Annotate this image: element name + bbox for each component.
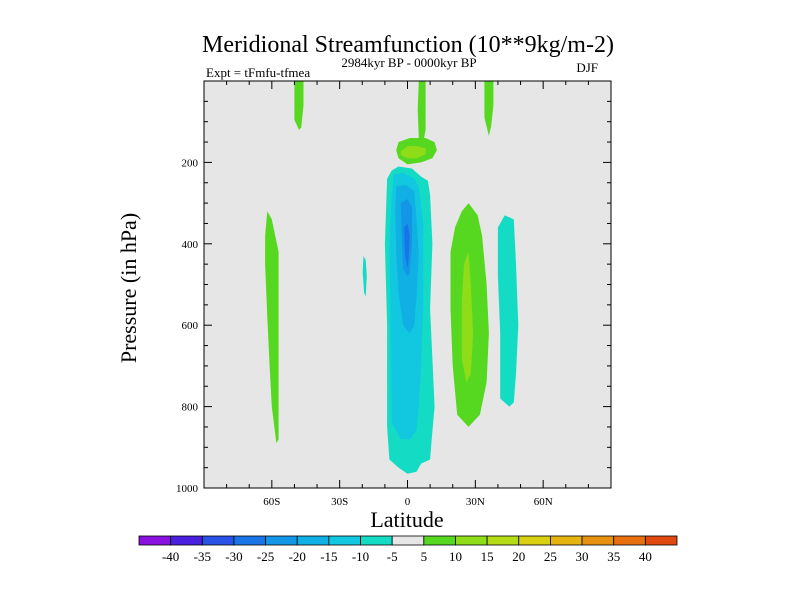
contour-nh-subtropical-10 — [461, 251, 474, 383]
contour-eq-upper-stem — [417, 81, 426, 143]
time-range-label: 2984kyr BP - 0000kyr BP — [341, 55, 476, 70]
y-tick-label: 800 — [182, 402, 199, 414]
contour-tropical-negative-25 — [404, 223, 410, 269]
y-tick-label: 200 — [182, 157, 199, 169]
chart-title: Meridional Streamfunction (10**9kg/m-2) — [202, 32, 614, 58]
colorbar-label: 5 — [421, 549, 428, 564]
colorbar-swatch — [170, 535, 203, 546]
contour-nh-midlat-negative — [497, 215, 519, 407]
y-tick-label: 600 — [182, 320, 199, 332]
colorbar-swatch — [138, 535, 172, 546]
colorbar-swatch — [455, 535, 488, 546]
y-tick-label: 1000 — [176, 483, 199, 495]
x-ticks: 60S 30S 0 30N 60N — [226, 81, 589, 508]
colorbar-label: 35 — [607, 549, 620, 564]
colorbar-swatch — [391, 535, 425, 546]
x-tick-label: 30N — [466, 496, 485, 508]
colorbar-swatch — [328, 535, 361, 546]
colorbar-label: -20 — [289, 549, 306, 564]
colorbar-label: -35 — [194, 549, 211, 564]
colorbar-label: -30 — [225, 549, 242, 564]
contour-eq-200hpa-core — [400, 146, 426, 159]
colorbar-label: 10 — [449, 549, 462, 564]
colorbar-label: -5 — [387, 549, 398, 564]
plot-area: 60S 30S 0 30N 60N 200 400 600 800 1000 — [176, 80, 612, 508]
colorbar-swatch — [518, 535, 551, 546]
colorbar-label: 30 — [576, 549, 589, 564]
colorbar-swatch — [613, 535, 646, 546]
colorbar-swatch — [201, 535, 235, 546]
colorbar-swatch — [486, 535, 520, 546]
contour-sh-upper-positive — [294, 81, 304, 130]
colorbar-swatch — [265, 535, 298, 546]
colorbar-label: -25 — [257, 549, 274, 564]
x-tick-label: 0 — [405, 496, 411, 508]
x-tick-label: 30S — [331, 496, 348, 508]
x-axis-title: Latitude — [370, 507, 443, 532]
colorbar-swatch — [644, 535, 678, 546]
colorbar-swatch — [423, 535, 456, 546]
x-tick-label: 60S — [263, 496, 280, 508]
colorbar-swatch — [233, 535, 266, 546]
colorbar-label: 20 — [512, 549, 525, 564]
colorbar-swatch — [360, 535, 393, 546]
colorbar-label: -10 — [352, 549, 369, 564]
colorbar: -40 -35 -30 -25 -20 -15 -10 -5 5 10 15 20 25 30 35 40 — [138, 535, 678, 564]
colorbar-label: 25 — [544, 549, 557, 564]
colorbar-swatch — [550, 535, 583, 546]
contour-nh-upper-positive — [484, 81, 494, 136]
y-axis-title: Pressure (in hPa) — [116, 213, 141, 363]
colorbar-swatch — [296, 535, 330, 546]
contour-sh-small-negative — [362, 256, 367, 297]
colorbar-label: 40 — [639, 549, 652, 564]
experiment-label: Expt = tFmfu-tfmea — [206, 65, 310, 80]
y-ticks: 200 400 600 800 1000 — [176, 100, 611, 495]
colorbar-label: -40 — [162, 549, 179, 564]
contour-sh-midlat-positive — [265, 211, 279, 444]
colorbar-label: 15 — [481, 549, 494, 564]
contour-fills — [265, 81, 519, 474]
season-label: DJF — [576, 60, 598, 75]
colorbar-label: -15 — [320, 549, 337, 564]
y-tick-label: 400 — [182, 239, 199, 251]
x-tick-label: 60N — [534, 496, 553, 508]
colorbar-swatch — [581, 535, 615, 546]
